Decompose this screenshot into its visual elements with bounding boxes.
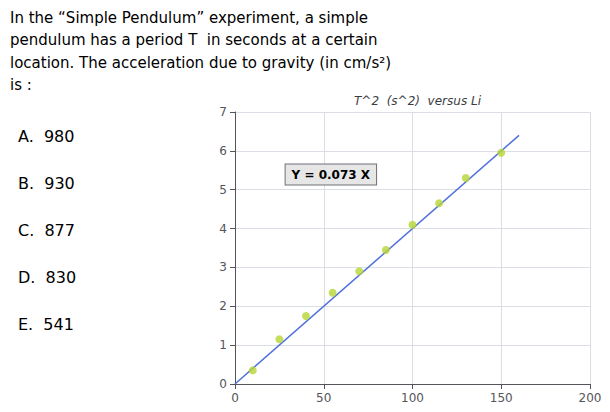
svg-text:A. 980: A. 980 — [18, 127, 74, 146]
svg-text:pendulum has a period T in se: pendulum has a period T in seconds at a … — [10, 31, 378, 49]
svg-text:D. 830: D. 830 — [18, 268, 76, 287]
svg-text:7: 7 — [219, 105, 227, 119]
svg-text:100: 100 — [401, 391, 424, 405]
svg-text:B. 930: B. 930 — [18, 174, 75, 193]
svg-text:0: 0 — [231, 391, 239, 405]
svg-text:5: 5 — [219, 183, 227, 197]
svg-text:C. 877: C. 877 — [18, 221, 75, 240]
svg-text:6: 6 — [219, 144, 227, 158]
svg-text:2: 2 — [219, 299, 227, 313]
svg-text:Y = 0.073 X: Y = 0.073 X — [291, 168, 371, 182]
svg-text:T^2 (s^2) versus Li: T^2 (s^2) versus Li — [354, 94, 482, 108]
svg-text:location. The acceleration due: location. The acceleration due to gravit… — [10, 54, 391, 72]
svg-text:1: 1 — [219, 338, 227, 352]
svg-text:200: 200 — [579, 391, 602, 405]
svg-text:150: 150 — [490, 391, 513, 405]
svg-text:3: 3 — [219, 260, 227, 274]
svg-text:E. 541: E. 541 — [18, 315, 74, 334]
svg-text:is :: is : — [10, 76, 32, 94]
svg-text:0: 0 — [219, 377, 227, 391]
svg-text:50: 50 — [316, 391, 331, 405]
svg-text:In the “Simple Pendulum” exper: In the “Simple Pendulum” experiment, a s… — [10, 9, 368, 27]
svg-text:4: 4 — [219, 222, 227, 236]
